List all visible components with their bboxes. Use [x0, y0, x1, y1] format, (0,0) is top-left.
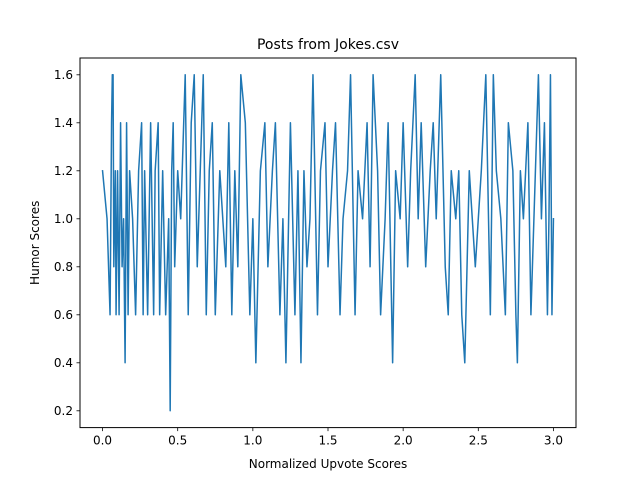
- y-tick-label: 0.2: [54, 404, 73, 418]
- series-line: [101, 74, 555, 412]
- x-tick-label: 1.0: [243, 434, 262, 448]
- y-tick-label: 1.0: [54, 212, 73, 226]
- y-tick-label: 0.4: [54, 356, 73, 370]
- plot-area: [101, 74, 555, 412]
- chart-title: Posts from Jokes.csv: [257, 37, 399, 53]
- y-tick-label: 0.8: [54, 260, 73, 274]
- x-tick-label: 1.5: [318, 434, 337, 448]
- y-tick-label: 0.6: [54, 308, 73, 322]
- y-axis: 0.2 0.4 0.6 0.8 1.0 1.2 1.4 1.6: [54, 68, 80, 418]
- y-tick-label: 1.2: [54, 164, 73, 178]
- x-tick-label: 2.5: [469, 434, 488, 448]
- x-tick-label: 3.0: [544, 434, 563, 448]
- x-tick-label: 0.0: [93, 434, 112, 448]
- y-tick-label: 1.4: [54, 116, 73, 130]
- y-axis-label: Humor Scores: [28, 201, 42, 285]
- x-axis: 0.0 0.5 1.0 1.5 2.0 2.5 3.0: [93, 427, 563, 448]
- y-tick-label: 1.6: [54, 68, 73, 82]
- x-tick-label: 0.5: [168, 434, 187, 448]
- axes-frame: [79, 57, 577, 429]
- x-axis-label: Normalized Upvote Scores: [249, 457, 407, 471]
- x-tick-label: 2.0: [394, 434, 413, 448]
